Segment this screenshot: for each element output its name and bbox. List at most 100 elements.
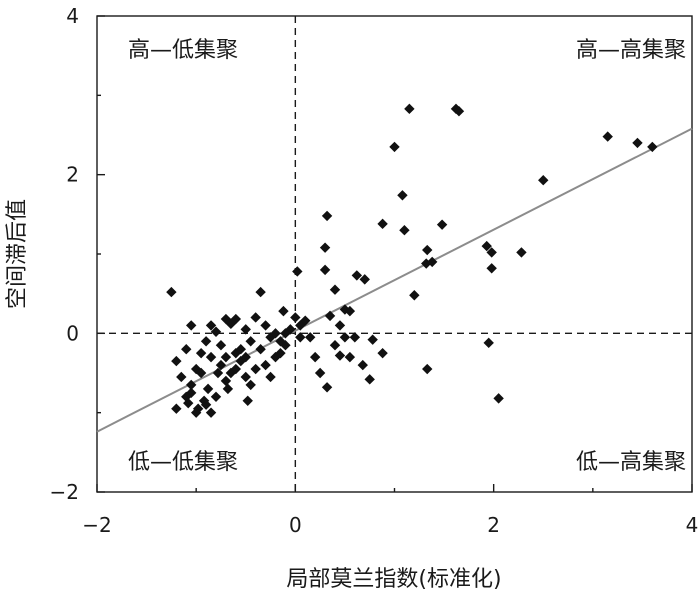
data-point bbox=[265, 371, 276, 383]
data-point bbox=[183, 397, 194, 409]
data-point bbox=[324, 310, 336, 322]
data-point bbox=[357, 359, 368, 371]
data-point bbox=[334, 320, 346, 331]
data-point bbox=[486, 247, 497, 258]
data-point bbox=[235, 344, 246, 355]
data-point bbox=[215, 359, 227, 371]
data-point bbox=[225, 367, 237, 379]
data-point bbox=[186, 320, 197, 331]
data-point bbox=[240, 351, 251, 363]
data-point bbox=[399, 225, 410, 236]
data-point bbox=[240, 371, 251, 383]
data-point bbox=[181, 391, 192, 402]
data-point bbox=[220, 351, 232, 363]
data-point bbox=[538, 175, 549, 186]
x-tick-label: 4 bbox=[686, 513, 699, 537]
data-point bbox=[404, 103, 415, 115]
data-point bbox=[344, 351, 356, 363]
data-point bbox=[344, 305, 356, 317]
data-point bbox=[215, 340, 227, 351]
fit-line bbox=[96, 127, 693, 433]
data-point bbox=[166, 286, 177, 298]
data-point bbox=[230, 313, 242, 325]
y-axis-label: 空间滞后值 bbox=[5, 199, 30, 309]
data-point bbox=[220, 375, 232, 387]
x-axis-label: 局部莫兰指数(标准化) bbox=[286, 567, 501, 592]
data-point bbox=[481, 240, 492, 252]
data-point bbox=[242, 395, 253, 406]
data-point bbox=[329, 284, 341, 295]
data-point bbox=[245, 336, 256, 347]
data-point bbox=[319, 242, 331, 253]
data-point bbox=[483, 337, 494, 349]
quadrant-label-bottom-left: 低—低集聚 bbox=[128, 450, 238, 475]
data-point bbox=[426, 256, 438, 268]
data-point bbox=[329, 340, 341, 351]
data-point bbox=[255, 344, 266, 355]
data-point bbox=[205, 351, 217, 363]
quadrant-label-bottom-right: 低—高集聚 bbox=[576, 450, 686, 475]
data-point bbox=[602, 131, 613, 142]
data-point bbox=[351, 270, 363, 281]
data-point bbox=[270, 328, 281, 339]
data-point bbox=[305, 332, 316, 343]
data-point bbox=[260, 359, 271, 371]
data-point bbox=[295, 332, 306, 343]
data-point bbox=[210, 326, 222, 337]
data-point bbox=[278, 305, 289, 317]
data-point bbox=[205, 407, 217, 418]
data-point bbox=[290, 312, 301, 323]
data-point bbox=[647, 141, 658, 153]
data-point bbox=[260, 320, 271, 331]
data-point bbox=[397, 190, 408, 201]
data-point bbox=[321, 382, 333, 393]
data-point bbox=[222, 383, 234, 395]
data-point bbox=[210, 391, 222, 402]
data-point bbox=[377, 347, 388, 359]
data-point bbox=[422, 244, 433, 256]
data-point bbox=[181, 344, 192, 355]
data-point bbox=[334, 350, 346, 361]
data-point bbox=[205, 320, 217, 331]
data-point bbox=[516, 247, 527, 258]
data-point bbox=[250, 312, 261, 323]
data-point bbox=[171, 403, 182, 414]
data-point bbox=[314, 367, 326, 379]
data-point bbox=[292, 266, 303, 277]
data-point bbox=[255, 286, 266, 298]
data-point bbox=[453, 106, 465, 117]
x-tick-label: 2 bbox=[487, 513, 500, 537]
data-point bbox=[436, 219, 448, 230]
data-point bbox=[321, 210, 333, 222]
data-point bbox=[359, 274, 370, 285]
data-point bbox=[422, 363, 433, 375]
data-point bbox=[319, 264, 331, 276]
data-point bbox=[230, 363, 242, 375]
data-point bbox=[171, 355, 182, 367]
data-point bbox=[409, 290, 420, 301]
data-point bbox=[493, 393, 504, 404]
y-tick-label: 0 bbox=[66, 321, 79, 345]
y-tick-label: 2 bbox=[66, 163, 79, 187]
data-point bbox=[632, 137, 643, 149]
data-point bbox=[295, 320, 306, 331]
data-point bbox=[245, 379, 256, 391]
data-point bbox=[367, 334, 378, 345]
quadrant-label-top-left: 高—低集聚 bbox=[128, 38, 238, 63]
data-point bbox=[364, 374, 375, 385]
x-tick-label: −2 bbox=[82, 513, 111, 537]
data-point bbox=[389, 141, 400, 153]
data-point bbox=[190, 407, 202, 418]
data-point bbox=[240, 324, 251, 335]
y-tick-label: −2 bbox=[50, 480, 79, 504]
data-point bbox=[202, 383, 214, 395]
quadrant-label-top-right: 高—高集聚 bbox=[576, 38, 686, 63]
data-point bbox=[186, 379, 197, 391]
data-point bbox=[200, 336, 212, 347]
data-point bbox=[176, 371, 187, 383]
data-point bbox=[339, 332, 351, 343]
data-point bbox=[309, 351, 321, 363]
data-point bbox=[280, 328, 291, 339]
y-tick-label: 4 bbox=[66, 4, 79, 28]
